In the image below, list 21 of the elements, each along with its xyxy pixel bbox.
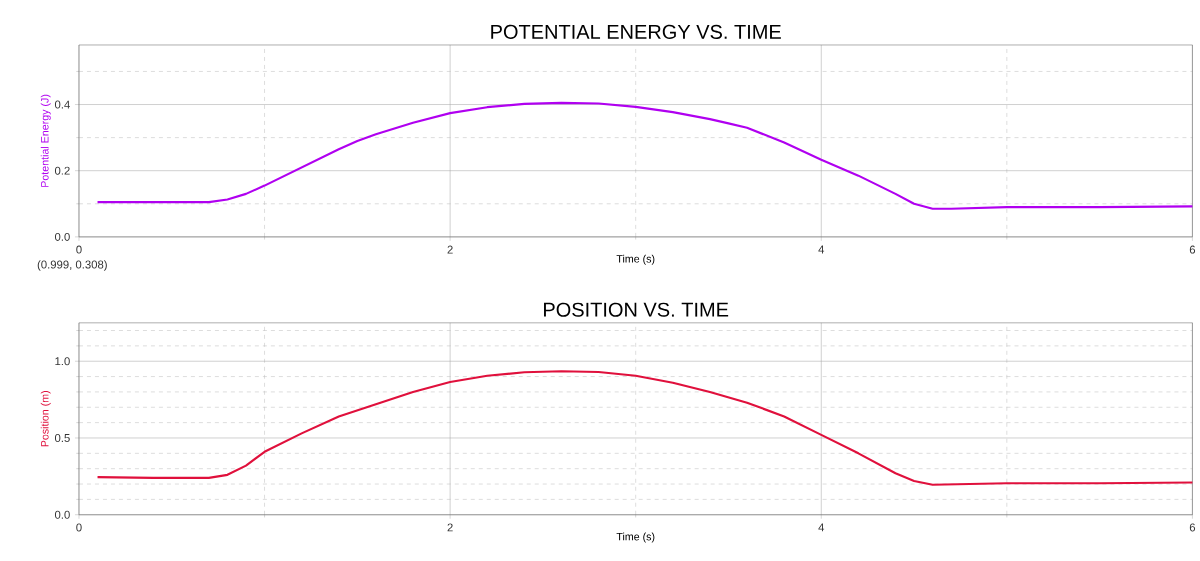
y-tick-label: 0.4	[54, 100, 70, 109]
x-tick-label: 0	[76, 523, 82, 532]
y-tick-label: 0.5	[54, 434, 70, 443]
x-tick-label: 6	[1189, 245, 1196, 254]
y-tick-label: 0.0	[54, 233, 70, 242]
x-tick-label: 0	[76, 245, 82, 254]
y-axis-title: Potential Energy (J)	[40, 94, 51, 187]
y-axis-title: Position (m)	[40, 391, 51, 447]
chart-title: POSITION VS. TIME	[544, 302, 729, 317]
chart-title: POTENTIAL ENERGY VS. TIME	[491, 24, 781, 40]
x-tick-label: 4	[818, 245, 825, 254]
x-tick-label: 2	[447, 523, 453, 532]
x-tick-label: 2	[447, 245, 453, 254]
x-tick-label: 4	[818, 523, 825, 532]
y-tick-label: 0.2	[54, 166, 70, 175]
y-tick-label: 0.0	[54, 510, 70, 519]
y-tick-label: 1.0	[55, 357, 70, 366]
x-axis-title: Time (s)	[616, 532, 655, 543]
text: (0.999, 0.308)	[37, 260, 107, 271]
x-tick-label: 6	[1189, 523, 1196, 532]
x-axis-title: Time (s)	[616, 254, 655, 265]
